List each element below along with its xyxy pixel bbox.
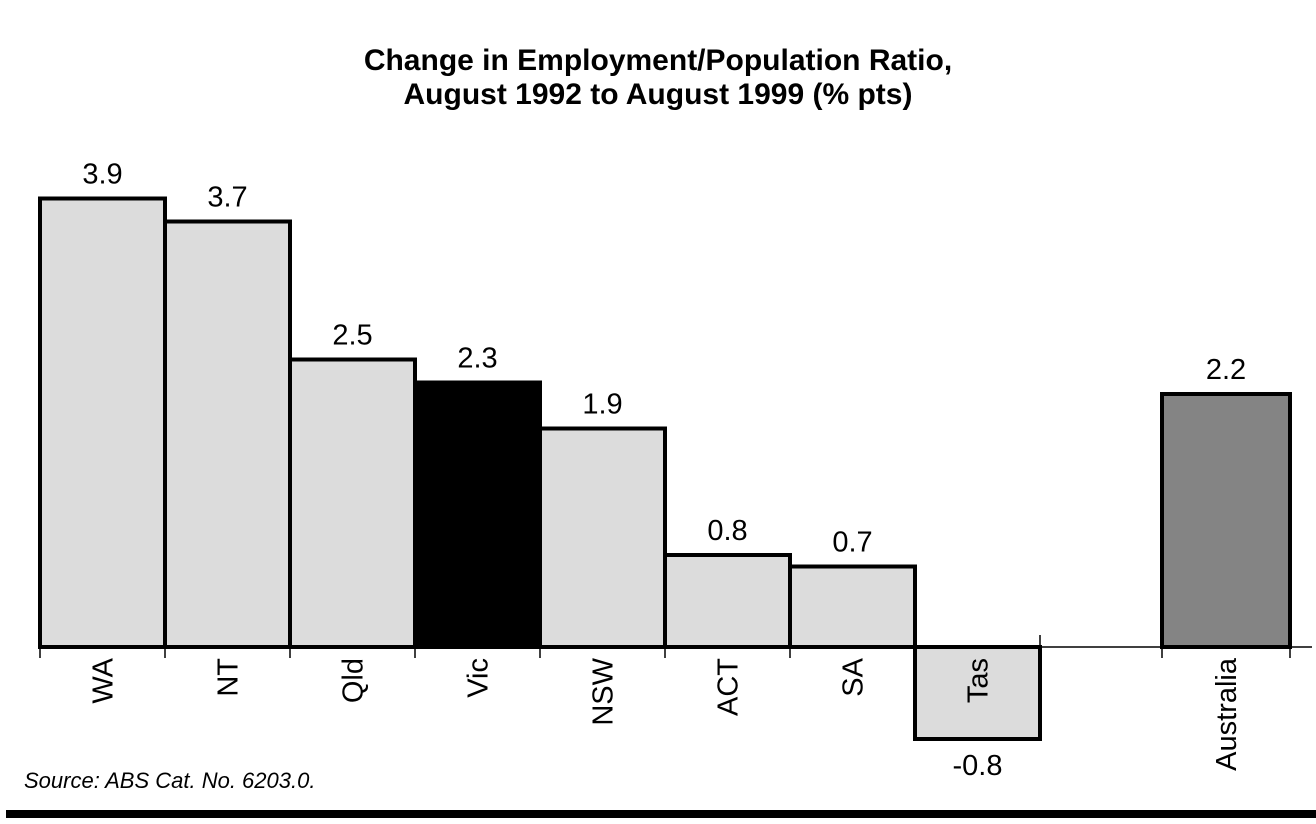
category-label-nt: NT — [213, 658, 245, 697]
bar-wa — [38, 196, 167, 649]
bar-nsw — [538, 426, 667, 649]
category-label-tas: Tas — [963, 658, 995, 703]
bar-australia — [1160, 392, 1292, 649]
value-label-sa: 0.7 — [832, 527, 872, 559]
value-label-act: 0.8 — [707, 515, 747, 547]
value-label-qld: 2.5 — [332, 320, 372, 352]
bottom-rule-divider — [6, 810, 1316, 818]
category-label-vic: Vic — [463, 658, 495, 698]
bar-act — [663, 553, 792, 649]
chart-title-line-1: Change in Employment/Population Ratio, — [363, 44, 953, 77]
bar-tas — [913, 645, 1042, 741]
category-label-act: ACT — [713, 658, 745, 716]
value-label-tas: -0.8 — [953, 750, 1003, 782]
category-label-nsw: NSW — [588, 657, 620, 725]
value-label-australia: 2.2 — [1206, 354, 1246, 386]
category-label-sa: SA — [838, 657, 870, 696]
chart-title-line-2: August 1992 to August 1999 (% pts) — [403, 78, 913, 111]
category-label-qld: Qld — [338, 658, 370, 703]
bar-vic — [413, 380, 542, 649]
value-label-nt: 3.7 — [207, 182, 247, 214]
bar-sa — [788, 564, 917, 649]
category-label-wa: WA — [88, 657, 120, 703]
source-note: Source: ABS Cat. No. 6203.0. — [24, 768, 316, 793]
bar-nt — [163, 219, 292, 649]
value-label-nsw: 1.9 — [582, 389, 622, 421]
category-label-australia: Australia — [1211, 657, 1243, 771]
chart-title: Change in Employment/Population Ratio, A… — [0, 44, 1316, 112]
value-label-vic: 2.3 — [457, 343, 497, 375]
bar-qld — [288, 357, 417, 649]
value-label-wa: 3.9 — [82, 159, 122, 191]
